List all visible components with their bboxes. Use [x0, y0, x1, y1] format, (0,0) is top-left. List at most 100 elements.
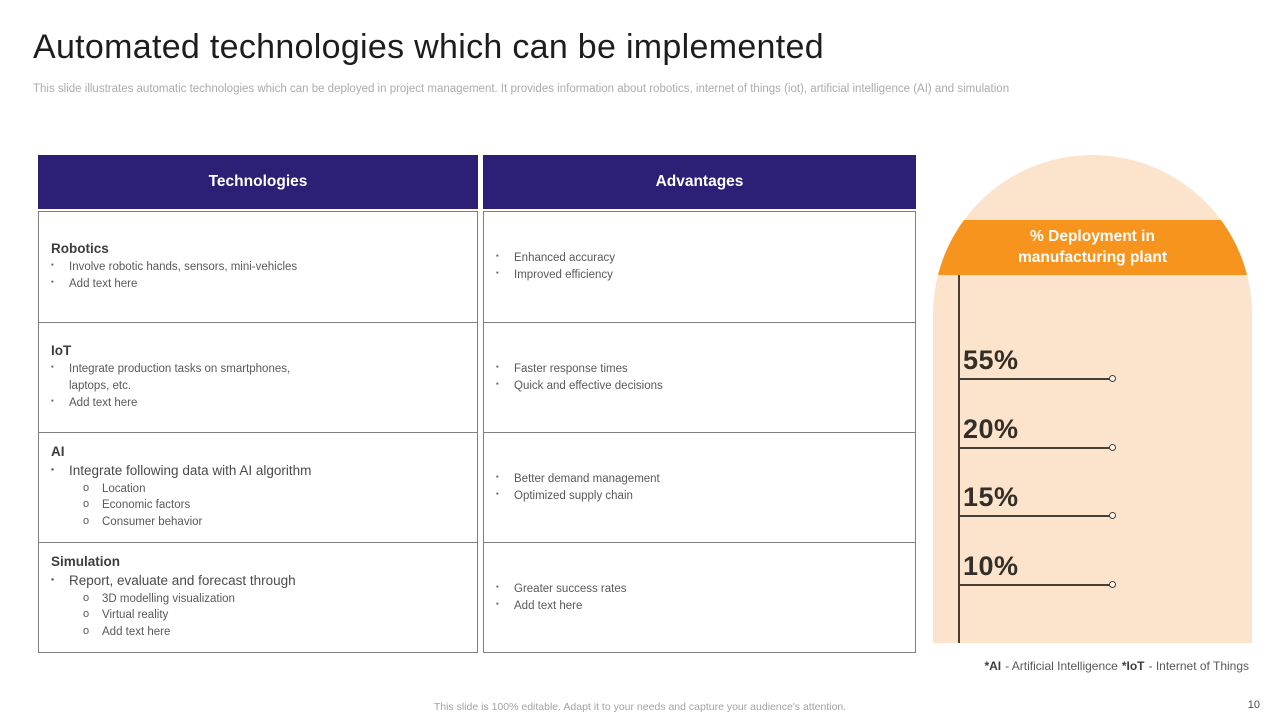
deployment-chart-panel: % Deployment in manufacturing plant 55% … — [933, 155, 1252, 643]
bullet-square-icon: ▪ — [51, 260, 54, 270]
bullet-square-icon: ▪ — [496, 581, 499, 591]
iot-abbreviation: *IoT — [1121, 659, 1145, 673]
page-title: Automated technologies which can be impl… — [33, 28, 824, 66]
list-item: ▪ Enhanced accuracy — [496, 250, 905, 267]
table-header-advantages: Advantages — [483, 155, 916, 209]
chart-value-label: 10% — [963, 551, 1019, 581]
page-subtitle: This slide illustrates automatic technol… — [33, 83, 1010, 95]
advantages-cell-iot: ▪ Faster response times ▪ Quick and effe… — [483, 322, 916, 433]
abbreviation-footnote: *AI - Artificial Intelligence *IoT - Intern… — [933, 659, 1249, 673]
advantages-column: ▪ Enhanced accuracy ▪ Improved efficienc… — [483, 211, 916, 653]
bullet-text: Quick and effective decisions — [514, 379, 663, 392]
bullet-circle-icon: o — [83, 514, 90, 527]
list-sub-item: o Virtual reality — [83, 607, 467, 624]
bullet-text: Better demand management — [514, 472, 660, 485]
chart-point-marker — [1109, 512, 1116, 519]
chart-vertical-axis — [958, 275, 960, 643]
chart-point-marker — [1109, 444, 1116, 451]
row-title: AI — [51, 444, 65, 460]
bullet-circle-icon: o — [83, 624, 90, 637]
bullet-square-icon: ▪ — [51, 464, 55, 475]
table-row-robotics: Robotics ▪ Involve robotic hands, sensor… — [38, 211, 478, 323]
chart-title-banner: % Deployment in manufacturing plant — [933, 220, 1252, 275]
list-sub-item: o Consumer behavior — [83, 514, 467, 531]
bullet-text: Faster response times — [514, 362, 628, 375]
advantages-cell-simulation: ▪ Greater success rates ▪ Add text here — [483, 542, 916, 653]
chart-leader-line — [958, 447, 1112, 449]
chart-title-line1: % Deployment in — [1030, 228, 1155, 246]
bullet-square-icon: ▪ — [51, 277, 54, 286]
chart-value-label: 55% — [963, 345, 1019, 375]
list-item: ▪ Integrate production tasks on smartpho… — [51, 361, 467, 394]
bullet-text: Greater success rates — [514, 582, 627, 595]
list-item: ▪ Optimized supply chain — [496, 488, 905, 505]
table-row-iot: IoT ▪ Integrate production tasks on smar… — [38, 322, 478, 433]
list-sub-item: o 3D modelling visualization — [83, 591, 467, 608]
chart-point-marker — [1109, 581, 1116, 588]
chart-value-label: 20% — [963, 414, 1019, 444]
bullet-text: 3D modelling visualization — [102, 592, 235, 605]
bullet-square-icon: ▪ — [496, 268, 499, 277]
list-item: ▪ Involve robotic hands, sensors, mini-v… — [51, 259, 467, 276]
table-header-technologies: Technologies — [38, 155, 478, 209]
bullet-text: Involve robotic hands, sensors, mini-veh… — [69, 261, 298, 274]
list-item: ▪ Report, evaluate and forecast through — [51, 572, 467, 590]
bullet-text: Consumer behavior — [102, 515, 203, 528]
chart-leader-line — [958, 515, 1112, 517]
bullet-text: Economic factors — [102, 499, 191, 512]
bullet-text: Add text here — [69, 278, 138, 290]
row-title: Simulation — [51, 554, 121, 570]
bullet-text: Add text here — [102, 625, 171, 638]
chart-value-label: 15% — [963, 482, 1019, 512]
list-item: ▪ Add text here — [496, 598, 905, 615]
bullet-square-icon: ▪ — [51, 362, 54, 372]
list-item: ▪ Add text here — [51, 395, 467, 412]
ai-abbreviation: *AI — [984, 659, 1002, 673]
row-title: Robotics — [51, 241, 109, 257]
advantages-cell-robotics: ▪ Enhanced accuracy ▪ Improved efficienc… — [483, 211, 916, 323]
bullet-square-icon: ▪ — [51, 574, 55, 585]
editable-note-footer: This slide is 100% editable. Adapt it to… — [433, 701, 847, 713]
advantages-cell-ai: ▪ Better demand management ▪ Optimized s… — [483, 432, 916, 543]
bullet-square-icon: ▪ — [51, 395, 54, 405]
bullet-square-icon: ▪ — [496, 471, 499, 481]
bullet-text: Improved efficiency — [514, 269, 613, 281]
bullet-square-icon: ▪ — [496, 488, 499, 498]
list-item: ▪ Better demand management — [496, 471, 905, 488]
bullet-circle-icon: o — [83, 481, 90, 494]
list-sub-item: o Location — [83, 481, 467, 498]
bullet-text: Optimized supply chain — [514, 489, 633, 502]
bullet-circle-icon: o — [83, 608, 90, 621]
list-item: ▪ Quick and effective decisions — [496, 378, 905, 395]
list-item: ▪ Faster response times — [496, 361, 905, 378]
list-item: ▪ Integrate following data with AI algor… — [51, 462, 467, 480]
bullet-text: Enhanced accuracy — [514, 252, 616, 265]
bullet-text: Integrate production tasks on smartphone… — [69, 363, 291, 393]
bullet-text: Add text here — [514, 599, 583, 612]
bullet-square-icon: ▪ — [496, 361, 499, 371]
list-item: ▪ Greater success rates — [496, 581, 905, 598]
bullet-text: Integrate following data with AI algorit… — [69, 463, 312, 479]
chart-leader-line — [958, 584, 1112, 586]
table-row-ai: AI ▪ Integrate following data with AI al… — [38, 432, 478, 543]
list-sub-item: o Economic factors — [83, 497, 467, 514]
chart-title-line2: manufacturing plant — [1018, 248, 1167, 266]
technologies-column: Robotics ▪ Involve robotic hands, sensor… — [38, 211, 478, 653]
table-row-simulation: Simulation ▪ Report, evaluate and foreca… — [38, 542, 478, 653]
list-item: ▪ Improved efficiency — [496, 267, 905, 284]
chart-point-marker — [1109, 375, 1116, 382]
bullet-square-icon: ▪ — [496, 598, 499, 608]
bullet-text: Add text here — [69, 396, 138, 409]
bullet-circle-icon: o — [83, 498, 90, 511]
bullet-text: Location — [102, 482, 146, 495]
chart-leader-line — [958, 378, 1112, 380]
iot-definition: - Internet of Things — [1148, 659, 1250, 673]
bullet-square-icon: ▪ — [496, 251, 499, 261]
ai-definition: - Artificial Intelligence — [1005, 659, 1118, 673]
bullet-square-icon: ▪ — [496, 378, 499, 388]
list-sub-item: o Add text here — [83, 624, 467, 641]
bullet-text: Virtual reality — [102, 609, 169, 622]
bullet-circle-icon: o — [83, 591, 90, 604]
row-title: IoT — [51, 343, 72, 359]
list-item: ▪ Add text here — [51, 276, 467, 293]
